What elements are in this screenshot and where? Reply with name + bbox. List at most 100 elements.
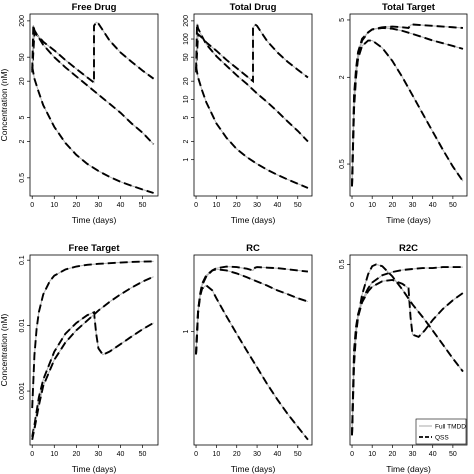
y-tick-label: 1 [183, 330, 190, 334]
plot-frame [349, 254, 468, 446]
series-3-qss-line [195, 284, 309, 441]
series-1-full-tmdd-line [351, 23, 464, 187]
panel-5: RC Time (days) 0 10 20 30 40 50 1 [183, 243, 313, 474]
x-tick-label: 30 [95, 451, 103, 458]
panel-title: RC [246, 243, 260, 254]
y-tick-label: 5 [339, 18, 346, 22]
panel-title: Free Drug [72, 2, 117, 13]
y-tick-label: 0.1 [19, 255, 26, 265]
x-axis-label: Time (days) [231, 464, 276, 474]
series-1-qss-line [351, 23, 464, 187]
panel-3: Total Target Time (days) 0 10 20 30 40 50 0.5 2 5 [339, 2, 468, 225]
y-tick-label: 100 [183, 33, 190, 45]
x-tick-label: 40 [274, 451, 282, 458]
x-tick-label: 20 [72, 451, 80, 458]
legend-box [415, 418, 467, 445]
x-tick-label: 10 [50, 202, 58, 209]
y-tick-label: 0.5 [339, 259, 346, 269]
x-tick-label: 0 [30, 202, 34, 209]
x-tick-label: 30 [95, 202, 103, 209]
panel-title: Total Drug [230, 2, 277, 13]
y-tick-label: 5 [183, 115, 190, 119]
series-2-qss-line [195, 268, 309, 355]
x-tick-label: 40 [429, 451, 437, 458]
series-1-qss-line [31, 20, 155, 85]
plot-frame [193, 254, 313, 446]
x-tick-label: 20 [233, 202, 241, 209]
x-tick-label: 50 [449, 202, 457, 209]
panel-4: Free Target Time (days) Concentration (nM)… [0, 243, 159, 474]
x-tick-label: 20 [388, 202, 396, 209]
series-2-qss-line [351, 27, 464, 187]
x-tick-label: 10 [50, 451, 58, 458]
y-tick-label: 200 [19, 15, 26, 27]
x-tick-label: 30 [253, 202, 261, 209]
y-tick-label: 20 [183, 77, 190, 85]
series-3-full-tmdd-line [31, 276, 154, 440]
x-tick-label: 0 [350, 202, 354, 209]
legend: Full TMDD QSS [415, 418, 467, 445]
plot-frame [349, 13, 468, 197]
panel-title: Total Target [382, 2, 436, 13]
y-tick-label: 2 [19, 139, 26, 143]
panel-1: Free Drug Time (days) Concentration (nM) 0 1… [0, 2, 159, 225]
x-tick-label: 50 [294, 451, 302, 458]
y-tick-label: 0.5 [19, 173, 26, 183]
series-1-full-tmdd-line [31, 260, 154, 409]
series-2-full-tmdd-line [31, 25, 154, 145]
plot-frame [29, 13, 159, 197]
x-tick-label: 50 [139, 451, 147, 458]
x-axis-label: Time (days) [386, 215, 431, 225]
x-tick-label: 50 [449, 451, 457, 458]
plot-frame [29, 254, 159, 446]
x-tick-label: 20 [388, 451, 396, 458]
y-tick-label: 10 [183, 95, 190, 103]
y-tick-label: 0.01 [19, 319, 26, 333]
series-3-qss-line [31, 275, 154, 440]
series-3-full-tmdd-line [195, 284, 309, 441]
y-tick-label: 20 [19, 77, 26, 85]
x-tick-label: 10 [212, 451, 220, 458]
series-2-qss-line [31, 24, 155, 145]
x-tick-label: 40 [117, 451, 125, 458]
series-3-qss-line [31, 66, 154, 194]
series-2-qss-line [31, 310, 155, 437]
series-3-qss-line [351, 263, 464, 436]
x-axis-label: Time (days) [386, 464, 431, 474]
y-tick-label: 50 [183, 53, 190, 61]
x-tick-label: 40 [274, 202, 282, 209]
series-3-full-tmdd-line [351, 40, 464, 187]
series-2-qss-line [195, 23, 309, 143]
x-tick-label: 50 [294, 202, 302, 209]
x-tick-label: 40 [429, 202, 437, 209]
y-tick-label: 2 [339, 75, 346, 79]
plot-frame [193, 13, 313, 197]
series-3-full-tmdd-line [195, 66, 309, 189]
y-tick-label: 5 [19, 115, 26, 119]
panel-title: R2C [399, 243, 418, 254]
x-axis-label: Time (days) [231, 215, 276, 225]
x-tick-label: 0 [194, 451, 198, 458]
y-axis-label: Concentration (nM) [0, 313, 9, 386]
x-tick-label: 20 [233, 451, 241, 458]
panel-2: Total Drug Time (days) 0 10 20 30 40 50 1 2 5 10 20 5… [183, 2, 313, 225]
series-2-full-tmdd-line [31, 311, 154, 437]
series-3-qss-line [351, 39, 464, 187]
y-tick-label: 0.5 [339, 159, 346, 169]
x-tick-label: 10 [368, 202, 376, 209]
series-2-full-tmdd-line [195, 268, 309, 355]
x-tick-label: 10 [212, 202, 220, 209]
series-2-full-tmdd-line [351, 27, 464, 187]
series-2-qss-line [351, 278, 464, 436]
series-3-full-tmdd-line [31, 66, 154, 194]
legend-label-1: Full TMDD [435, 423, 466, 430]
y-tick-label: 2 [183, 139, 190, 143]
x-tick-label: 0 [350, 451, 354, 458]
x-tick-label: 50 [139, 202, 147, 209]
y-tick-label: 200 [183, 15, 190, 27]
x-tick-label: 10 [368, 451, 376, 458]
x-axis-label: Time (days) [72, 464, 117, 474]
x-tick-label: 40 [117, 202, 125, 209]
series-1-qss-line [195, 22, 309, 84]
